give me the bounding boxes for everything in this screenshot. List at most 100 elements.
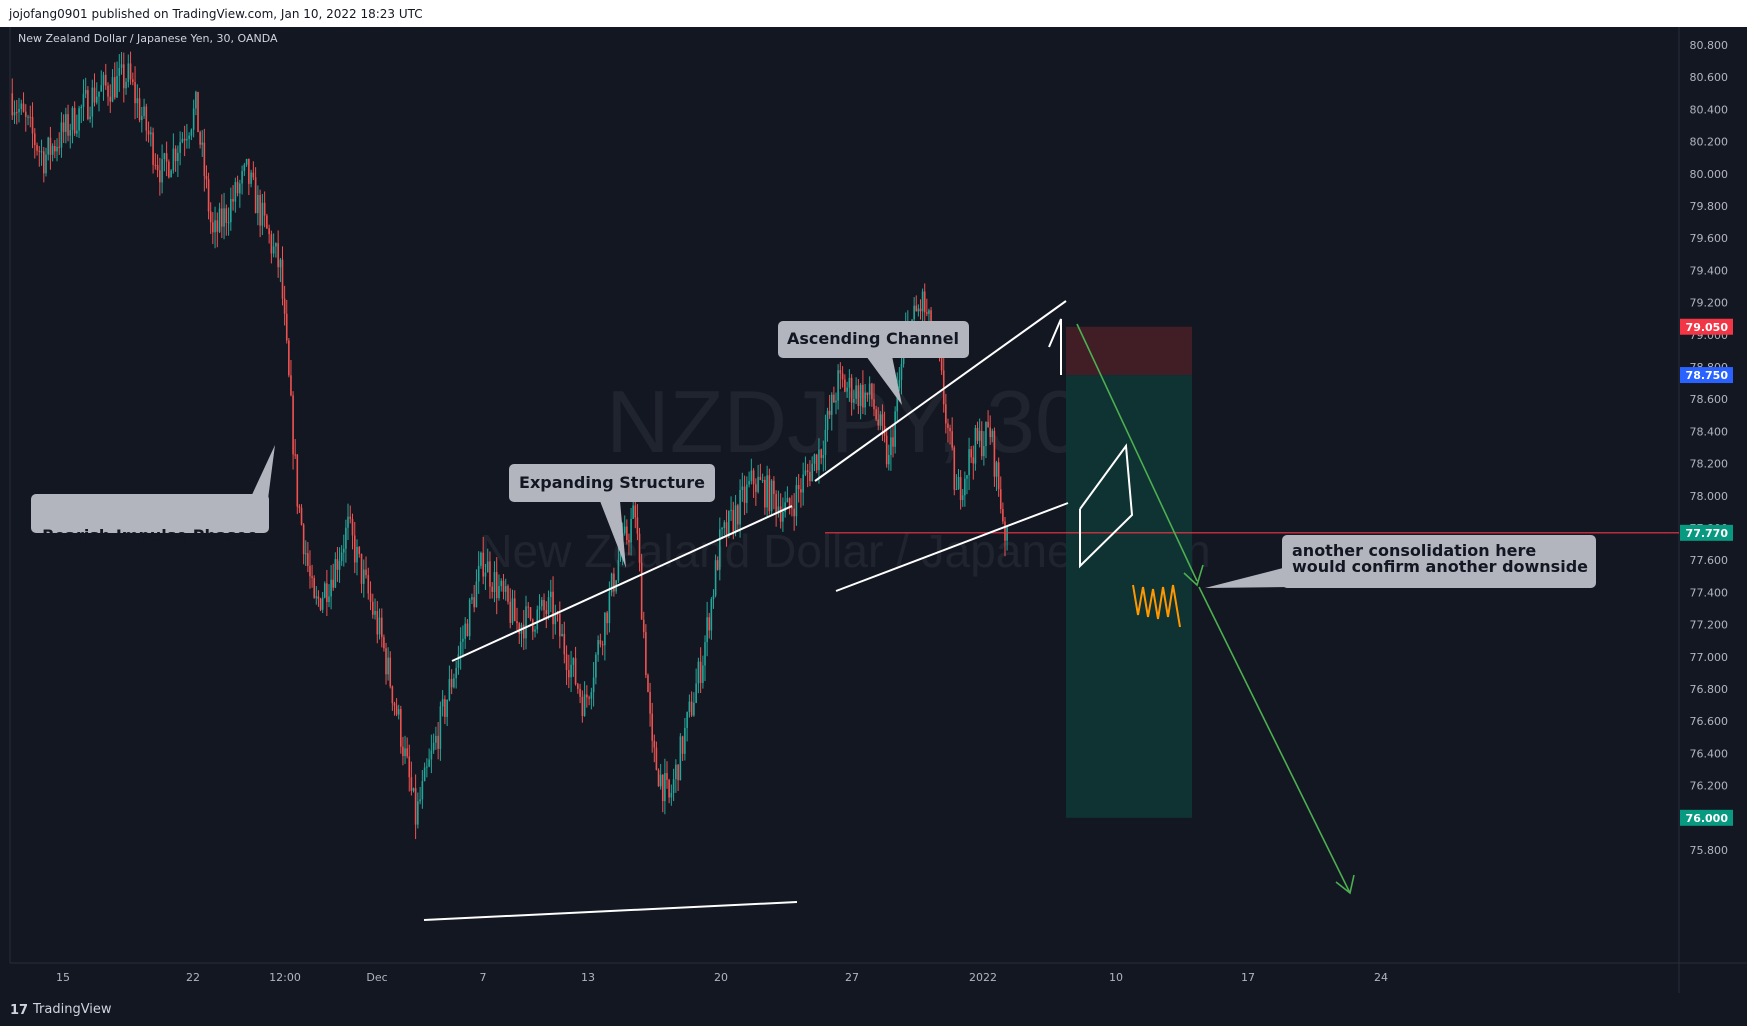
callout-bearish-impulse[interactable]: Bearish Impulse Phasee [31,445,275,545]
candle-body [491,586,494,592]
callout-consolidation[interactable]: another consolidation here would confirm… [1205,535,1596,588]
take-profit-zone[interactable] [1066,375,1192,818]
candle-body [802,474,804,493]
candle-body [695,683,697,703]
arrow-head-upper[interactable] [1183,564,1204,587]
candle-body [181,138,184,143]
candle-body [859,384,862,407]
candle-body [29,116,32,118]
candle-body [56,146,58,152]
candle-body [728,510,730,537]
candle-body [531,619,534,632]
expanding-lower-trendline[interactable] [423,901,798,921]
candle-body [734,505,737,533]
candle-body [395,705,398,715]
candle-body [417,801,419,825]
candle-body [459,641,462,655]
candle-body [949,428,951,432]
stop-loss-zone[interactable] [1066,326,1192,376]
expanding-upper-trendline[interactable] [451,505,793,662]
drawing-trendlines[interactable] [423,300,1134,921]
candle-body [974,428,977,464]
candle-body [309,565,311,577]
candle-body [672,779,675,793]
candle-body [285,313,288,341]
candle-body [498,586,500,599]
candle-body [768,475,771,512]
candle-body [761,480,764,482]
arrow-head-lower[interactable] [1335,874,1355,895]
candle-body [391,686,394,704]
price-tick-label: 80.000 [1690,168,1729,181]
candle-body [999,489,1002,510]
candle-body [737,505,739,525]
candle-body [69,130,72,136]
candle-body [87,90,89,120]
tradingview-logo-icon[interactable]: 17 [10,1003,29,1018]
candle-body [455,667,457,679]
candle-body [389,657,392,687]
price-tag-label: 79.050 [1686,321,1729,334]
callout-ascending-channel[interactable]: Ascending Channel [778,321,969,405]
candle-body [626,526,628,541]
candle-body [716,560,719,570]
tradingview-brand[interactable]: TradingView [33,1002,112,1017]
callout-expanding-structure[interactable]: Expanding Structure [509,464,715,568]
candle-body [93,87,96,103]
candle-body [165,153,168,162]
price-chart[interactable]: New Zealand Dollar / Japanese Yen, 30, O… [0,27,1747,993]
arrow-shaft-upper[interactable] [1076,323,1198,582]
candle-body [647,675,649,692]
time-axis[interactable]: 15 22 12:00 Dec 7 13 20 27 2022 10 17 24 [56,971,1388,984]
candle-body [207,179,210,212]
candle-body [311,576,313,579]
candle-body [402,746,404,756]
candle-body [623,526,626,534]
callout-pointer [1205,568,1290,588]
candle-body [326,583,328,603]
candle-body [263,202,266,216]
candle-body [294,454,296,456]
candle-body [697,661,700,684]
candle-body [604,612,606,646]
candle-body [688,701,691,713]
candle-body [864,392,866,408]
arrow-shaft-lower[interactable] [1198,586,1351,894]
candle-body [552,591,554,625]
candle-body [116,75,118,98]
candle-body [592,677,595,693]
candle-body [993,430,996,477]
candle-body [272,246,275,254]
channel-lower-trendline[interactable] [835,502,1069,592]
candle-body [630,518,632,543]
projection-arrow[interactable] [1076,323,1355,895]
callout-box [778,321,969,358]
candle-body [125,81,127,89]
footer-bar: 17 TradingView [0,993,1747,1026]
candle-body [259,194,261,226]
candle-body [298,506,301,508]
candle-body [448,679,451,700]
candle-body [225,208,228,223]
candle-body [830,394,833,415]
candle-body [710,599,713,631]
candle-body [414,788,417,825]
channel-upper-trendline[interactable] [814,300,1067,482]
candle-body [356,546,358,563]
candle-body [134,82,136,104]
time-tick-label: 17 [1241,971,1255,984]
flag-pattern[interactable] [1079,443,1134,569]
projected-consolidation-path[interactable] [1132,584,1181,628]
candle-body [784,502,786,513]
candle-body [809,471,811,482]
candle-body [655,747,658,770]
candle-body [529,607,532,620]
candle-body [67,114,69,136]
candle-body [161,159,163,183]
candle-body [714,560,717,596]
candle-body [156,165,159,171]
flag-spike[interactable] [1048,318,1062,375]
candle-body [203,142,206,177]
candle-body [586,694,588,698]
candle-body [690,701,693,716]
